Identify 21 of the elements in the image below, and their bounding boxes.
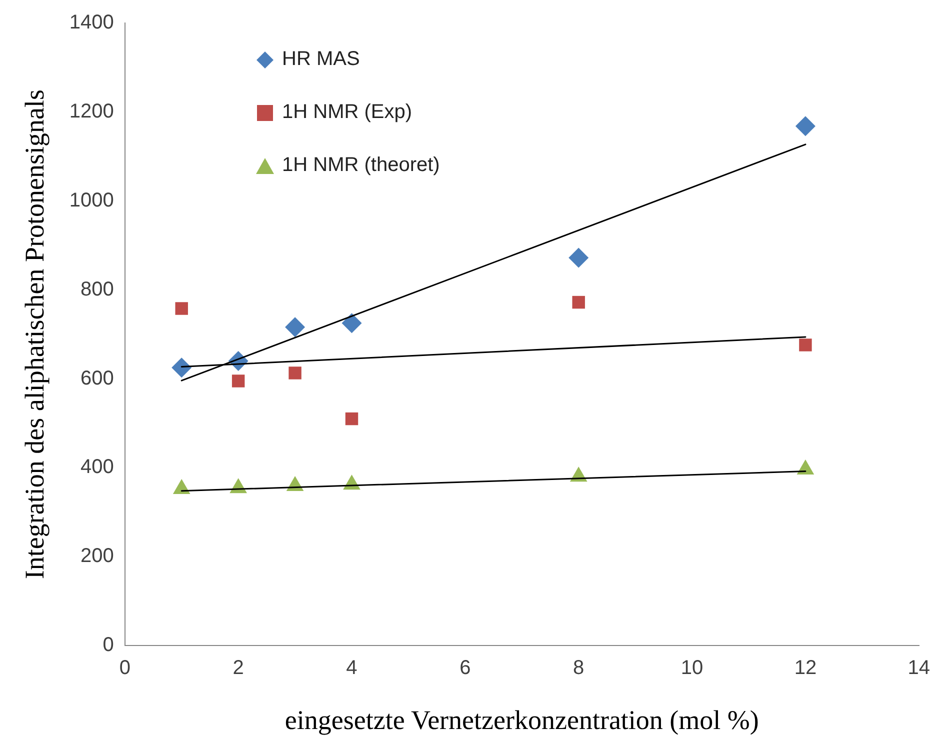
legend-label: 1H NMR (theoret) xyxy=(282,154,440,177)
x-tick-label: 12 xyxy=(794,657,817,680)
x-tick-label: 6 xyxy=(460,657,471,680)
y-tick-label: 600 xyxy=(80,367,114,390)
y-tick-label: 400 xyxy=(80,456,114,478)
y-tick-label: 1000 xyxy=(69,189,114,212)
y-tick-label: 800 xyxy=(80,278,114,300)
x-tick-label: 0 xyxy=(119,657,130,680)
x-tick-label: 8 xyxy=(573,657,584,680)
y-axis-title: Integration des aliphatischen Protonensignals xyxy=(19,89,50,580)
legend-label: HR MAS xyxy=(282,48,360,71)
x-axis-title: eingesetzte Vernetzerkonzentration (mol %) xyxy=(284,704,759,735)
legend-label: 1H NMR (Exp) xyxy=(282,101,412,124)
x-tick-label: 14 xyxy=(908,657,930,680)
y-tick-label: 1200 xyxy=(69,100,114,122)
y-tick-label: 0 xyxy=(102,634,114,656)
y-tick-label: 200 xyxy=(80,545,114,568)
x-tick-label: 10 xyxy=(680,657,704,680)
x-tick-label: 2 xyxy=(232,657,244,680)
x-tick-label: 4 xyxy=(346,657,358,680)
y-tick-label: 1400 xyxy=(69,12,114,34)
